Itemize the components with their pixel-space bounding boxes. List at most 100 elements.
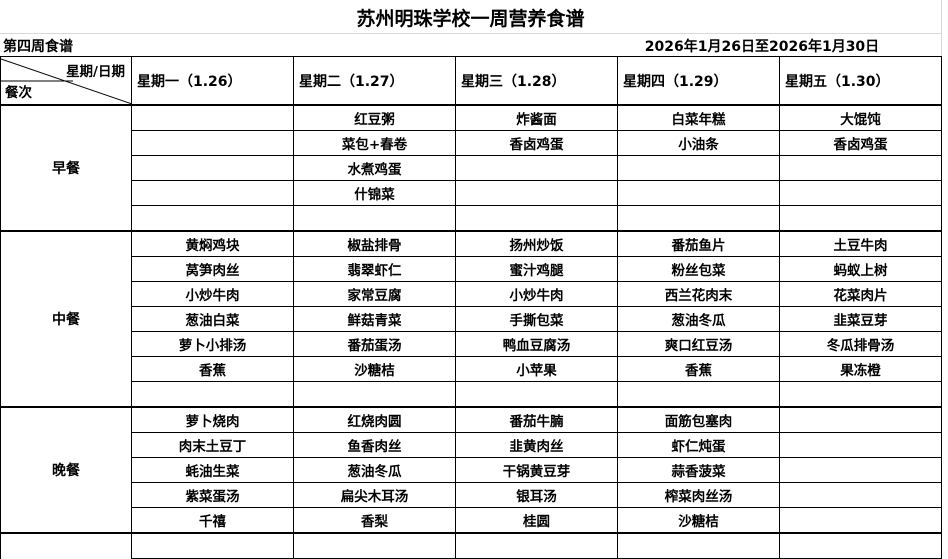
gridline <box>941 0 942 547</box>
dish-cell <box>617 381 780 408</box>
dish-cell: 面筋包塞肉 <box>617 406 780 433</box>
day-header: 星期三（1.28） <box>455 56 618 106</box>
dish-cell <box>131 205 294 232</box>
meal-row: 什锦菜 <box>1 180 942 206</box>
meal-name: 晚餐 <box>0 406 132 534</box>
dish-cell: 水煮鸡蛋 <box>293 155 456 181</box>
dish-cell: 手撕包菜 <box>455 306 618 332</box>
dish-cell: 扁尖木耳汤 <box>293 482 456 508</box>
dish-cell: 韭菜豆芽 <box>779 306 942 332</box>
dish-cell <box>131 130 294 156</box>
dish-cell <box>779 205 942 232</box>
dish-cell <box>779 406 942 433</box>
dish-cell: 什锦菜 <box>293 180 456 206</box>
dish-cell: 小油条 <box>617 130 780 156</box>
dish-cell <box>455 205 618 232</box>
dish-cell: 肉末土豆丁 <box>131 432 294 458</box>
dish-cell: 蚝油生菜 <box>131 457 294 483</box>
dish-cell: 虾仁炖蛋 <box>617 432 780 458</box>
dish-cell: 番茄蛋汤 <box>293 331 456 357</box>
dish-cell: 番茄牛腩 <box>455 406 618 433</box>
dish-cell <box>617 180 780 206</box>
dish-cell: 葱油白菜 <box>131 306 294 332</box>
dish-cell <box>131 180 294 206</box>
dish-cell: 花菜肉片 <box>779 281 942 307</box>
dish-cell: 翡翠虾仁 <box>293 256 456 282</box>
dish-cell <box>455 155 618 181</box>
dish-cell: 银耳汤 <box>455 482 618 508</box>
dish-cell: 黄焖鸡块 <box>131 230 294 257</box>
dish-cell <box>779 381 942 408</box>
dish-cell <box>779 507 942 534</box>
empty-cell <box>779 532 942 559</box>
dish-cell <box>131 104 294 131</box>
dish-cell: 香蕉 <box>131 356 294 382</box>
page-title: 苏州明珠学校一周营养食谱 <box>0 0 941 34</box>
dish-cell: 香蕉 <box>617 356 780 382</box>
empty-cell <box>455 532 618 559</box>
meal-row <box>1 205 942 232</box>
meal-row: 蚝油生菜 葱油冬瓜 干锅黄豆芽 蒜香菠菜 <box>1 457 942 483</box>
dish-cell: 果冻橙 <box>779 356 942 382</box>
dish-cell: 西兰花肉末 <box>617 281 780 307</box>
dish-cell: 鱼香肉丝 <box>293 432 456 458</box>
dish-cell: 白菜年糕 <box>617 104 780 131</box>
dish-cell <box>131 381 294 408</box>
corner-bottom-label: 餐次 <box>5 85 32 101</box>
dish-cell: 红烧肉圆 <box>293 406 456 433</box>
meal-row: 中餐 黄焖鸡块 椒盐排骨 扬州炒饭 番茄鱼片 土豆牛肉 <box>0 230 942 408</box>
empty-cell <box>0 532 132 559</box>
meal-row: 萝卜小排汤 番茄蛋汤 鸭血豆腐汤 爽口红豆汤 冬瓜排骨汤 <box>1 331 942 357</box>
dish-cell: 椒盐排骨 <box>293 230 456 257</box>
dish-cell <box>293 381 456 408</box>
dish-cell: 榨菜肉丝汤 <box>617 482 780 508</box>
dish-cell: 小炒牛肉 <box>131 281 294 307</box>
dish-cell: 蚂蚁上树 <box>779 256 942 282</box>
meal-name: 中餐 <box>0 230 132 408</box>
menu-table: 星期/日期 餐次 星期一（1.26） 星期二（1.27） 星期三（1.28） 星… <box>0 56 942 559</box>
dish-cell: 香梨 <box>293 507 456 534</box>
dish-cell <box>779 180 942 206</box>
header-row: 星期/日期 餐次 星期一（1.26） 星期二（1.27） 星期三（1.28） 星… <box>0 56 942 106</box>
dish-cell: 沙糖桔 <box>293 356 456 382</box>
dish-cell: 干锅黄豆芽 <box>455 457 618 483</box>
meal-row: 千禧 香梨 桂圆 沙糖桔 <box>1 507 942 534</box>
dish-cell: 冬瓜排骨汤 <box>779 331 942 357</box>
dish-cell: 鸭血豆腐汤 <box>455 331 618 357</box>
date-range: 2026年1月26日至2026年1月30日 <box>644 39 880 55</box>
meal-row: 肉末土豆丁 鱼香肉丝 韭黄肉丝 虾仁炖蛋 <box>1 432 942 458</box>
dish-cell <box>617 205 780 232</box>
meal-row: 香蕉 沙糖桔 小苹果 香蕉 果冻橙 <box>1 356 942 382</box>
dish-cell <box>455 381 618 408</box>
dish-cell: 葱油冬瓜 <box>293 457 456 483</box>
dish-cell: 蜜汁鸡腿 <box>455 256 618 282</box>
dish-cell: 葱油冬瓜 <box>617 306 780 332</box>
dish-cell: 家常豆腐 <box>293 281 456 307</box>
corner-top-label: 星期/日期 <box>66 64 125 80</box>
dish-cell <box>131 155 294 181</box>
dish-cell: 莴笋肉丝 <box>131 256 294 282</box>
dish-cell: 菜包+春卷 <box>293 130 456 156</box>
day-header: 星期一（1.26） <box>131 56 294 106</box>
empty-cell <box>617 532 780 559</box>
dish-cell: 韭黄肉丝 <box>455 432 618 458</box>
meal-row: 紫菜蛋汤 扁尖木耳汤 银耳汤 榨菜肉丝汤 <box>1 482 942 508</box>
dish-cell: 小炒牛肉 <box>455 281 618 307</box>
dish-cell: 炸酱面 <box>455 104 618 131</box>
dish-cell: 紫菜蛋汤 <box>131 482 294 508</box>
meal-row: 早餐 红豆粥 炸酱面 白菜年糕 大馄饨 <box>0 104 942 232</box>
dish-cell: 小苹果 <box>455 356 618 382</box>
dish-cell <box>617 155 780 181</box>
meal-row: 晚餐 萝卜烧肉 红烧肉圆 番茄牛腩 面筋包塞肉 <box>0 406 942 534</box>
dish-cell <box>455 180 618 206</box>
dish-cell: 大馄饨 <box>779 104 942 131</box>
dish-cell: 番茄鱼片 <box>617 230 780 257</box>
day-header: 星期五（1.30） <box>779 56 942 106</box>
meal-row <box>1 381 942 408</box>
empty-cell <box>293 532 456 559</box>
dish-cell: 香卤鸡蛋 <box>455 130 618 156</box>
empty-row <box>0 532 942 559</box>
diagonal-line <box>1 58 131 104</box>
dish-cell: 粉丝包菜 <box>617 256 780 282</box>
corner-cell: 星期/日期 餐次 <box>0 56 132 106</box>
